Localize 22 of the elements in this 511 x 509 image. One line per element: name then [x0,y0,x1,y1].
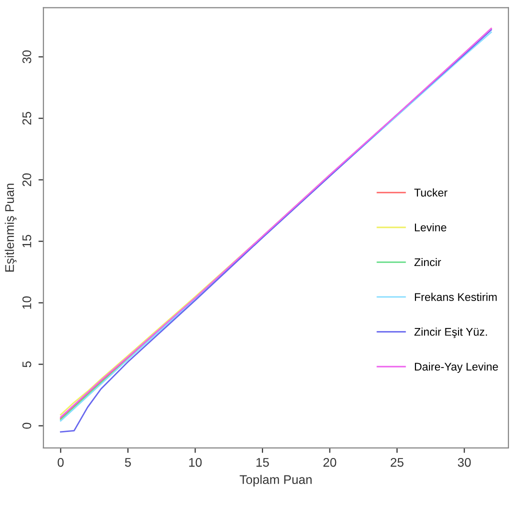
x-tick-label: 20 [323,458,336,467]
y-tick-label: 25 [22,112,32,125]
y-axis-title: Eşitlenmiş Puan [4,184,17,272]
legend-label: Zincir Eşit Yüz. [414,328,487,338]
x-tick-label: 0 [58,458,64,467]
x-tick-label: 15 [256,458,269,467]
legend-label: Tucker [414,188,448,197]
y-tick-label: 30 [22,50,32,64]
x-tick-label: 10 [189,458,202,467]
x-tick-label: 5 [124,458,131,467]
y-tick-label: 20 [22,173,32,186]
legend-label: Frekans Kestirim [414,292,497,301]
legend-label: Zincir [414,258,442,266]
legend-label: Levine [414,223,446,232]
legend-label: Daire-Yay Levine [414,362,498,373]
y-tick-label: 0 [22,422,32,429]
x-tick-label: 25 [390,458,404,467]
y-tick-label: 15 [22,234,32,248]
x-tick-label: 30 [458,458,471,467]
y-tick-label: 10 [22,296,32,309]
x-axis-title: Toplam Puan [240,474,312,486]
y-tick-label: 5 [22,361,32,368]
